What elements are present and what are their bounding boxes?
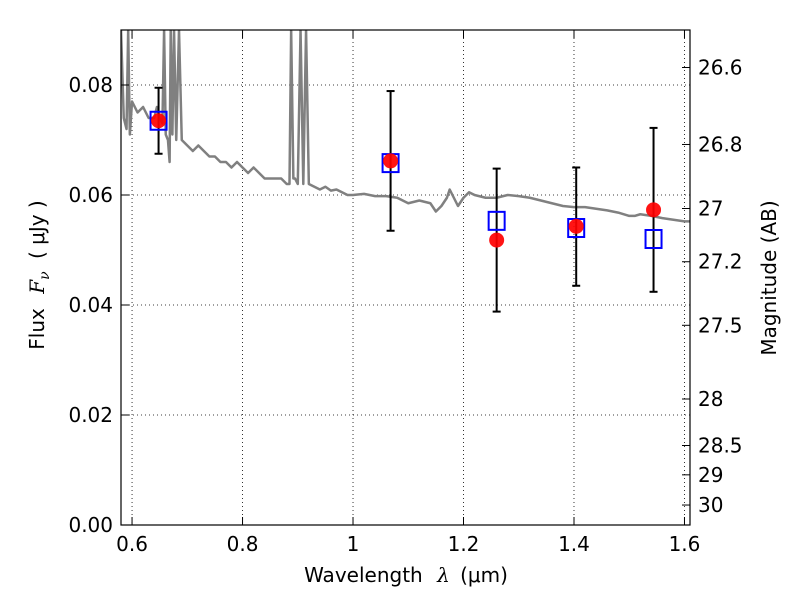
plot-frame [120,29,691,526]
x-tick-label: 1.6 [669,532,701,556]
mag-tick-label: 26.8 [698,132,743,156]
y-axis-label-symbol: F [25,279,49,295]
model-photometry-square [644,229,663,249]
axes: 0.6 0.8 1 1.2 1.4 1.6 0.00 0.02 0.04 0.06 0.08 26.6… [68,29,743,556]
mag-tick-label: 27.5 [698,313,743,337]
y-axis-label-sub: ν [37,271,53,280]
observed-flux-point [489,232,505,248]
y-tick-label: 0.06 [68,183,113,207]
mag-tick-label: 28.5 [698,433,743,457]
x-tick-label: 1.2 [448,532,480,556]
clipped-series [121,30,690,313]
y-axis-label-unit: ( μJy ) [25,200,49,259]
y-tick-label: 0.00 [68,513,113,537]
x-axis-label-unit: (μm) [460,563,508,587]
x-axis-label: Wavelength λ (μm) [304,563,508,587]
y-tick-label: 0.04 [68,293,113,317]
y-axis-right-label: Magnitude (AB) [757,200,781,355]
mag-tick-label: 27 [698,196,723,220]
model-spectrum-line [121,30,690,223]
x-tick-label: 0.6 [116,532,148,556]
mag-tick-label: 27.2 [698,250,743,274]
x-axis-label-prefix: Wavelength [304,563,423,587]
observed-flux-point [151,113,167,129]
y-tick-label: 0.08 [68,73,113,97]
x-axis-label-symbol: λ [436,563,450,587]
model-photometry-square [149,110,168,131]
observed-flux-point [646,202,662,218]
y-tick-label: 0.02 [68,403,113,427]
mag-tick-label: 30 [698,493,723,517]
mag-tick-label: 26.6 [698,56,743,80]
x-tick-label: 0.8 [227,532,259,556]
y-axis-label: Flux Fν ( μJy ) [25,200,54,349]
x-tick-label: 1.4 [558,532,590,556]
mag-tick-label: 28 [698,387,723,411]
grid-lines [121,30,690,526]
mag-tick-label: 29 [698,463,723,487]
model-photometry-square [487,210,506,231]
y-axis-label-prefix: Flux [25,308,49,350]
x-tick-label: 1 [347,532,360,556]
observed-flux-point [568,218,584,234]
data-layer [121,30,690,313]
observed-flux-point [383,153,399,169]
